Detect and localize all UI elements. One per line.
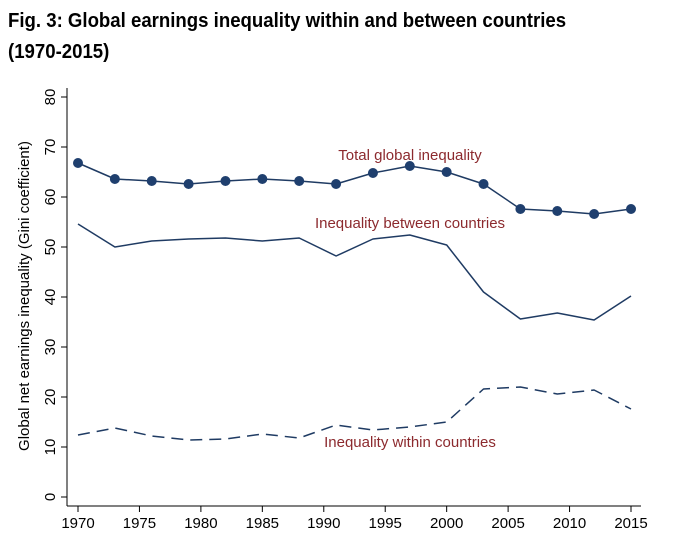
chart-title-line-2: (1970-2015) (8, 41, 110, 63)
data-point-total-global-inequality-2012 (589, 209, 600, 219)
data-point-total-global-inequality-1970 (73, 158, 83, 168)
data-point-total-global-inequality-2009 (552, 206, 563, 216)
axes: 0 10 20 30 40 50 60 70 80 1970 1975 1980 1985 1990 199… (42, 88, 648, 532)
chart-title-line-1: Fig. 3: Global earnings inequality withi… (8, 10, 567, 32)
x-tick-label-1970: 1970 (61, 515, 94, 532)
series-line-inequality-between-countries (77, 223, 632, 321)
data-point-total-global-inequality-1973 (109, 174, 120, 184)
x-tick-label-2005: 2005 (491, 515, 524, 532)
y-tick-label-20: 20 (42, 389, 59, 406)
x-tick-label-2000: 2000 (430, 515, 463, 532)
x-tick-label-2015: 2015 (614, 515, 647, 532)
x-tick-label-1980: 1980 (184, 515, 217, 532)
label-inequality-within-countries: Inequality within countries (324, 434, 496, 451)
y-tick-label-0: 0 (42, 493, 59, 501)
y-tick-label-80: 80 (42, 89, 59, 106)
label-inequality-between-countries: Inequality between countries (315, 215, 505, 232)
data-point-total-global-inequality-1979 (183, 179, 194, 189)
x-tick-label-1985: 1985 (246, 515, 279, 532)
chart-title: Fig. 3: Global earnings inequality withi… (8, 6, 622, 68)
data-point-total-global-inequality-1997 (404, 161, 415, 171)
x-tick-label-1990: 1990 (307, 515, 340, 532)
y-tick-label-60: 60 (42, 189, 59, 206)
label-total-global-inequality: Total global inequality (338, 147, 482, 164)
data-point-total-global-inequality-1982 (220, 176, 231, 186)
data-point-total-global-inequality-1991 (331, 179, 342, 189)
y-tick-label-50: 50 (42, 239, 59, 256)
series-group (73, 158, 636, 441)
series-labels: Total global inequality Inequality betwee… (315, 147, 505, 451)
y-tick-label-40: 40 (42, 289, 59, 306)
series-line-total-global-inequality (77, 162, 632, 215)
data-point-total-global-inequality-1985 (257, 174, 268, 184)
y-tick-label-30: 30 (42, 339, 59, 356)
data-point-total-global-inequality-1988 (294, 176, 305, 186)
data-point-total-global-inequality-2015 (626, 204, 636, 214)
data-point-total-global-inequality-2003 (478, 179, 489, 189)
y-axis-label: Global net earnings inequality (Gini coe… (16, 141, 33, 451)
y-tick-label-10: 10 (42, 439, 59, 456)
series-line-inequality-within-countries (77, 386, 632, 441)
x-tick-label-2010: 2010 (553, 515, 586, 532)
data-point-total-global-inequality-2000 (441, 167, 452, 177)
data-point-total-global-inequality-1994 (367, 168, 378, 178)
data-point-total-global-inequality-2006 (515, 204, 526, 214)
data-point-total-global-inequality-1976 (146, 176, 157, 186)
x-tick-label-1995: 1995 (369, 515, 402, 532)
x-tick-label-1975: 1975 (123, 515, 156, 532)
y-tick-label-70: 70 (42, 139, 59, 156)
